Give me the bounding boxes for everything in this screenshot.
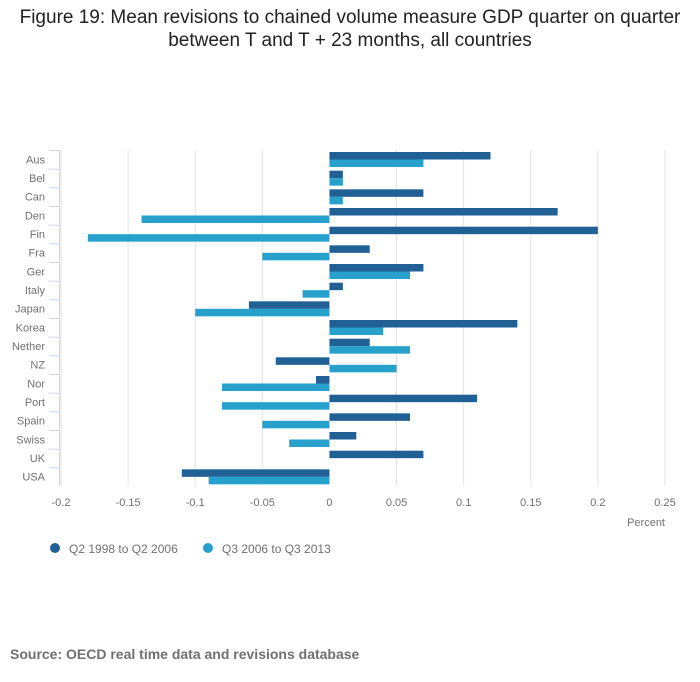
x-tick-label: 0 <box>326 497 332 509</box>
bar-aus-series-1 <box>329 152 491 160</box>
bar-fra-series-1 <box>329 245 370 253</box>
category-label: Aus <box>26 154 45 166</box>
bar-fra-series-2 <box>262 252 330 261</box>
bar-den-series-2 <box>141 215 330 223</box>
bar-den-series-1 <box>329 208 558 216</box>
bar-korea-series-2 <box>329 327 384 335</box>
legend-marker <box>50 543 60 553</box>
x-tick-label: -0.1 <box>186 497 205 509</box>
chart-title: Figure 19: Mean revisions to chained vol… <box>19 7 681 51</box>
category-label: NZ <box>30 360 45 372</box>
x-tick-label: 0.25 <box>654 497 675 509</box>
bar-italy-series-1 <box>329 282 343 291</box>
bar-ger-series-1 <box>329 264 424 272</box>
bar-aus-series-2 <box>329 159 424 167</box>
bar-ger-series-2 <box>329 271 410 279</box>
category-label: Bel <box>29 173 45 185</box>
x-tick-label: 0.15 <box>520 497 541 509</box>
category-label: Ger <box>27 266 46 278</box>
bar-italy-series-2 <box>302 290 330 298</box>
bar-japan-series-1 <box>248 301 330 309</box>
category-label: Korea <box>16 322 46 334</box>
category-label: Den <box>25 210 45 222</box>
bar-nz-series-2 <box>329 364 397 373</box>
bar-nor-series-2 <box>222 383 330 391</box>
bar-bel-series-1 <box>329 170 343 179</box>
bar-swiss-series-2 <box>289 439 330 447</box>
bar-korea-series-1 <box>329 320 518 328</box>
category-label: Japan <box>15 304 45 316</box>
x-tick-label: 0.1 <box>456 497 471 509</box>
bar-nether-series-1 <box>329 338 370 347</box>
bar-port-series-2 <box>222 402 330 410</box>
category-label: Nether <box>12 341 45 353</box>
x-tick-label: -0.2 <box>52 497 71 509</box>
bar-spain-series-2 <box>262 420 330 429</box>
legend-label: Q3 2006 to Q3 2013 <box>222 542 331 556</box>
x-tick-label: 0.05 <box>386 497 407 509</box>
category-label: Spain <box>17 416 45 428</box>
bar-nor-series-1 <box>316 376 330 384</box>
category-label: Fin <box>30 229 45 241</box>
x-tick-label: 0.2 <box>590 497 605 509</box>
bar-spain-series-1 <box>329 413 410 421</box>
legend-label: Q2 1998 to Q2 2006 <box>69 542 178 556</box>
bar-port-series-1 <box>329 394 478 403</box>
x-tick-label: -0.15 <box>116 497 141 509</box>
bar-japan-series-2 <box>195 308 330 317</box>
bar-bel-series-2 <box>329 178 343 186</box>
category-label: Nor <box>27 378 45 390</box>
bar-fin-series-1 <box>329 226 598 235</box>
bar-fin-series-2 <box>87 234 330 242</box>
category-label: Fra <box>29 248 46 260</box>
x-tick-label: -0.05 <box>250 497 275 509</box>
bar-nz-series-1 <box>275 357 330 365</box>
category-label: UK <box>30 453 46 465</box>
bar-uk-series-1 <box>329 450 424 459</box>
source-note: Source: OECD real time data and revision… <box>10 646 360 662</box>
bar-usa-series-2 <box>208 476 330 485</box>
bar-nether-series-2 <box>329 346 410 354</box>
category-label: Swiss <box>16 434 45 446</box>
bar-can-series-1 <box>329 189 424 197</box>
category-label: USA <box>22 472 45 484</box>
x-axis-label: Percent <box>627 517 665 529</box>
bar-can-series-2 <box>329 196 343 205</box>
bar-usa-series-1 <box>181 469 330 477</box>
category-label: Can <box>25 192 45 204</box>
legend-marker <box>203 543 213 553</box>
bar-swiss-series-1 <box>329 432 357 440</box>
category-label: Italy <box>25 285 46 297</box>
category-label: Port <box>25 397 45 409</box>
